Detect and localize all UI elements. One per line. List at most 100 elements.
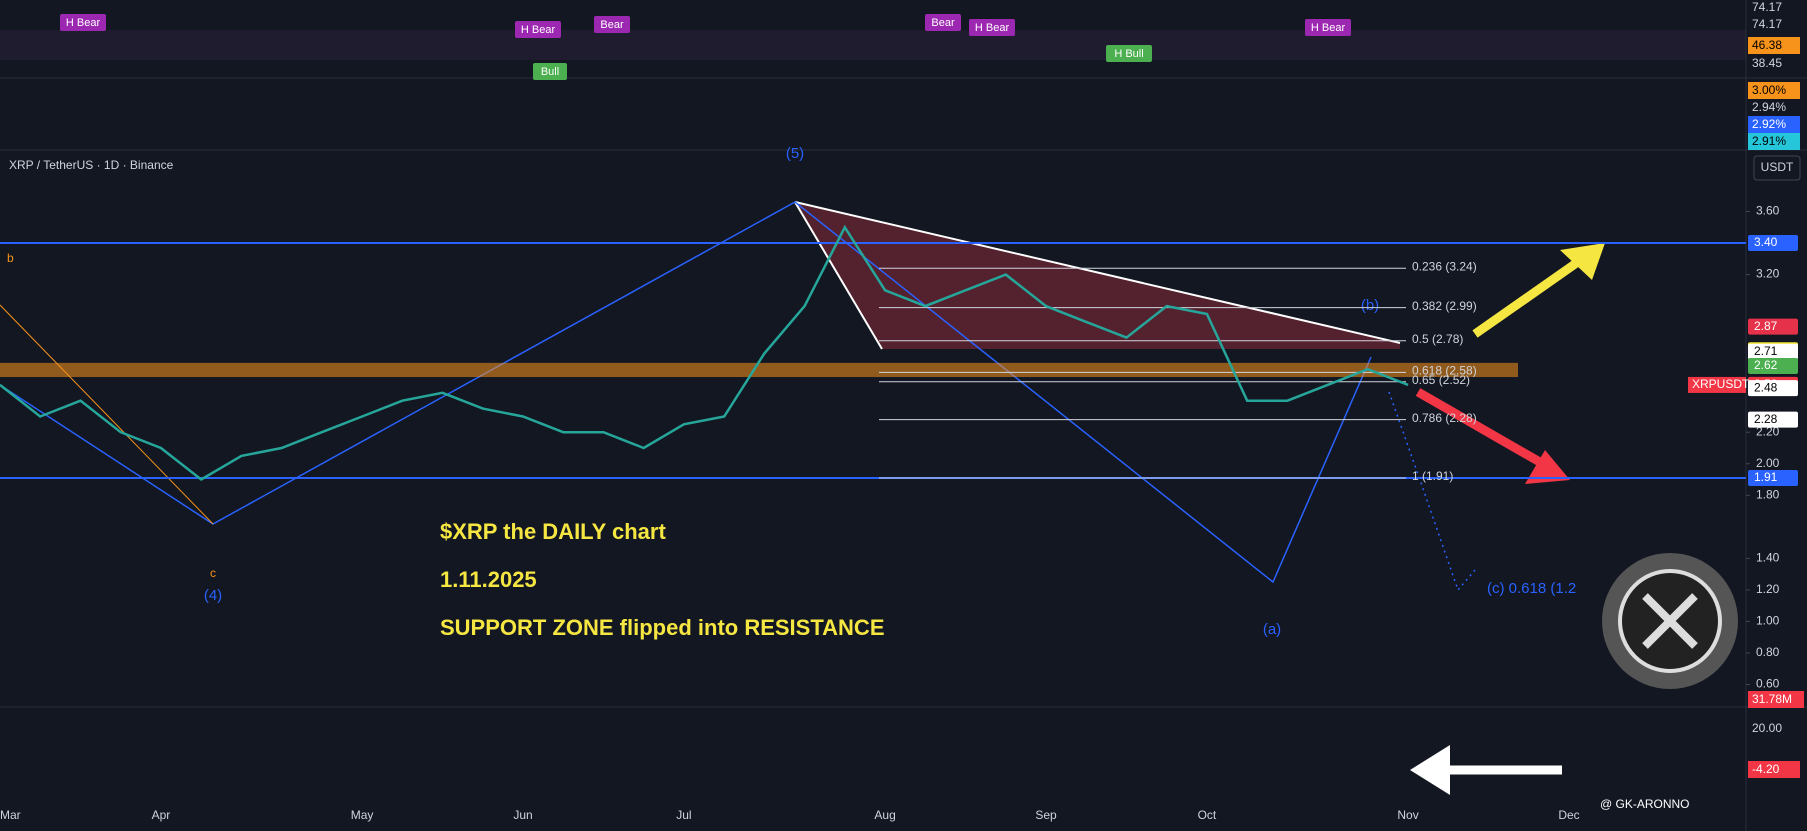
x-tick-label: Nov	[1397, 808, 1418, 822]
trend-line	[794, 201, 1401, 344]
fib-label: 0.786 (2.28)	[1412, 411, 1477, 425]
x-tick-label: Jun	[513, 808, 532, 822]
indicator-badge	[1748, 82, 1800, 99]
y-tick-label: 3.20	[1756, 267, 1780, 281]
indicator-badge	[1748, 116, 1800, 133]
y-tick-label: 2.00	[1756, 456, 1780, 470]
indicator-badge	[1748, 133, 1800, 150]
wave-label: (b)	[1361, 297, 1379, 314]
signal-box	[1106, 45, 1152, 62]
symbol-badge	[1688, 376, 1746, 393]
price-badge	[1748, 469, 1798, 486]
price-badge	[1748, 318, 1798, 335]
signal: H Bull	[1114, 48, 1143, 60]
y-tick-label: 0.80	[1756, 645, 1780, 659]
macd-badge	[1748, 761, 1800, 778]
signal-box	[60, 14, 106, 31]
target-label: (c) 0.618 (1.2	[1487, 580, 1576, 597]
projection	[1388, 391, 1476, 592]
price-badge	[1748, 343, 1798, 360]
logo-mark	[1642, 593, 1698, 649]
y-tick-label: 3.60	[1756, 204, 1780, 218]
wave-label: (5)	[786, 145, 804, 162]
price-badge	[1748, 411, 1798, 428]
macd-scale: -4.20	[1752, 762, 1780, 776]
wave-label: (4)	[204, 587, 222, 604]
macd-scale: 20.00	[1752, 721, 1782, 735]
x-tick-label: Aug	[874, 808, 895, 822]
wave-line	[0, 304, 214, 525]
price-badge-label: 2.28	[1754, 412, 1778, 426]
resistance-zone	[0, 362, 1518, 378]
signal: H Bear	[521, 24, 556, 36]
x-tick-label: Oct	[1198, 808, 1217, 822]
arrow-up	[1472, 253, 1588, 338]
y-tick-label: 0.60	[1756, 677, 1780, 691]
fib-label: 0.5 (2.78)	[1412, 332, 1463, 346]
volume-badge	[1748, 691, 1804, 708]
y-tick-label: 1.80	[1756, 487, 1780, 501]
price-badge-label: 2.62	[1754, 358, 1778, 372]
x-tick-label: Dec	[1558, 808, 1579, 822]
fib-label: 0.65 (2.52)	[1412, 373, 1470, 387]
price-badge-label: 2.87	[1754, 319, 1778, 333]
price-badge	[1748, 380, 1798, 397]
signal: H Bear	[975, 22, 1010, 34]
signal: H Bear	[1311, 22, 1346, 34]
wave-label: b	[7, 251, 14, 265]
symbol-badge-label: XRPUSDT	[1692, 377, 1750, 391]
indicator-scale: 2.91%	[1752, 134, 1786, 148]
price-badge-label: 2.48	[1754, 380, 1778, 394]
indicator-scale: 2.94%	[1752, 100, 1786, 114]
arrow-head	[1560, 243, 1605, 280]
indicator-scale: 3.00%	[1752, 83, 1786, 97]
signal-box	[594, 16, 630, 33]
fib-label: 0.382 (2.99)	[1412, 299, 1477, 313]
arrow-head	[1410, 745, 1450, 795]
x-tick-label: Mar	[0, 808, 21, 822]
y-tick-label: 1.40	[1756, 551, 1780, 565]
wave-label: c	[210, 566, 216, 580]
rsi-band	[0, 30, 1746, 60]
signal: Bull	[541, 66, 559, 78]
signal-box	[515, 21, 561, 38]
note: SUPPORT ZONE flipped into RESISTANCE	[440, 615, 885, 640]
signal-box	[1305, 19, 1351, 36]
triangle-pattern	[795, 202, 1400, 349]
rsi-scale: 74.17	[1752, 0, 1782, 14]
price-badge-label: 3.40	[1754, 235, 1778, 249]
rsi-scale: 38.45	[1752, 56, 1782, 70]
wave-label: (a)	[1263, 621, 1281, 638]
price-badge	[1748, 235, 1798, 252]
rsi-scale: 46.38	[1752, 38, 1782, 52]
fib-label: 1 (1.91)	[1412, 469, 1453, 483]
price-badge	[1748, 358, 1798, 375]
fib-label: 0.236 (3.24)	[1412, 259, 1477, 273]
rsi-signals: H Bear H Bear Bear Bull Bear H Bear H Bu…	[60, 14, 1351, 80]
fib-label: 0.618 (2.58)	[1412, 363, 1477, 377]
date: 1.11.2025	[440, 567, 537, 592]
rsi-badge	[1748, 37, 1800, 54]
chart-title: XRP / TetherUS · 1D · Binance	[9, 158, 174, 172]
trend-line	[794, 201, 883, 350]
arrow-head	[1525, 450, 1570, 484]
signal-box	[925, 14, 961, 31]
x-tick-label: Sep	[1035, 808, 1057, 822]
currency-box[interactable]	[1753, 155, 1801, 181]
x-tick-label: Apr	[152, 808, 171, 822]
signal-box	[533, 63, 567, 80]
headline: $XRP the DAILY chart	[440, 519, 666, 544]
price-line	[0, 224, 1409, 482]
rsi-scale: 74.17	[1752, 17, 1782, 31]
price-badge-label: 2.71	[1754, 344, 1778, 358]
signal-box	[969, 19, 1015, 36]
arrow-down	[1415, 388, 1548, 469]
price-badge-label: 1.91	[1754, 470, 1778, 484]
signal: Bear	[600, 19, 624, 31]
x-tick-label: May	[351, 808, 374, 822]
indicator-scale: 2.92%	[1752, 117, 1786, 131]
y-tick-label: 1.00	[1756, 614, 1780, 628]
y-tick-label: 2.20	[1756, 424, 1780, 438]
